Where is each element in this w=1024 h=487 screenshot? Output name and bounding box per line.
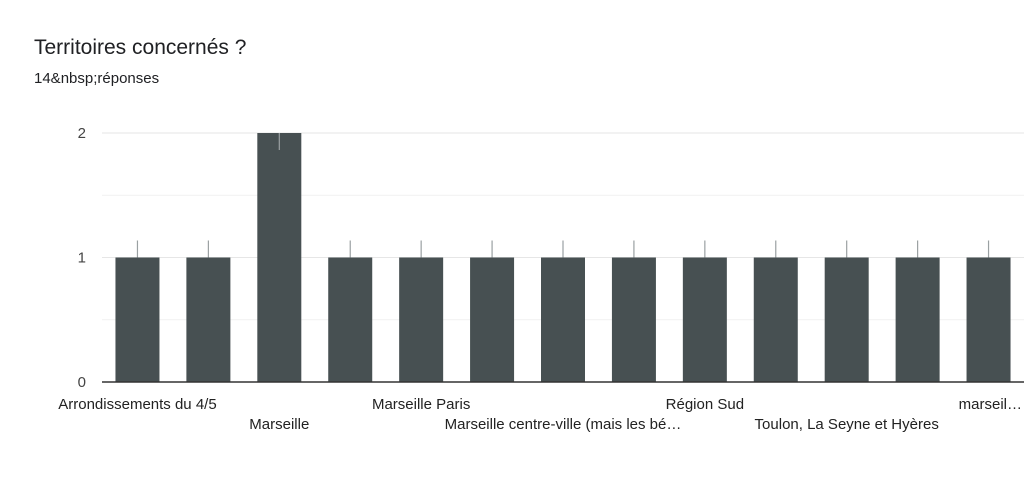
bar [895, 257, 940, 382]
x-tick-label: Toulon, La Seyne et Hyères [755, 416, 939, 433]
bar [115, 257, 160, 382]
y-axis-ticks: 0 1 2 [78, 125, 86, 391]
x-tick-label: Marseille [249, 416, 309, 433]
chart-title: Territoires concernés ? [34, 36, 247, 59]
y-tick-label: 2 [78, 125, 86, 142]
x-tick-label: Région Sud [666, 396, 744, 413]
bar [824, 257, 869, 382]
bar [611, 257, 656, 382]
bar [470, 257, 515, 382]
y-tick-label: 1 [78, 250, 86, 267]
y-tick-label: 0 [78, 374, 86, 391]
bars [115, 133, 1011, 382]
bar [399, 257, 444, 382]
x-axis-labels: Arrondissements du 4/5 Marseille Marseille… [58, 396, 1022, 433]
x-tick-label: Marseille centre-ville (mais les bé… [445, 416, 682, 433]
x-tick-label: Arrondissements du 4/5 [58, 396, 216, 413]
bar [966, 257, 1011, 382]
bar [186, 257, 231, 382]
bar [328, 257, 373, 382]
response-count: 14&nbsp;réponses [34, 70, 160, 87]
x-tick-label: marseil… [959, 396, 1022, 413]
x-tick-label: Marseille Paris [372, 396, 470, 413]
bar [753, 257, 798, 382]
bar [257, 133, 302, 382]
bar [541, 257, 585, 382]
bar [682, 257, 727, 382]
